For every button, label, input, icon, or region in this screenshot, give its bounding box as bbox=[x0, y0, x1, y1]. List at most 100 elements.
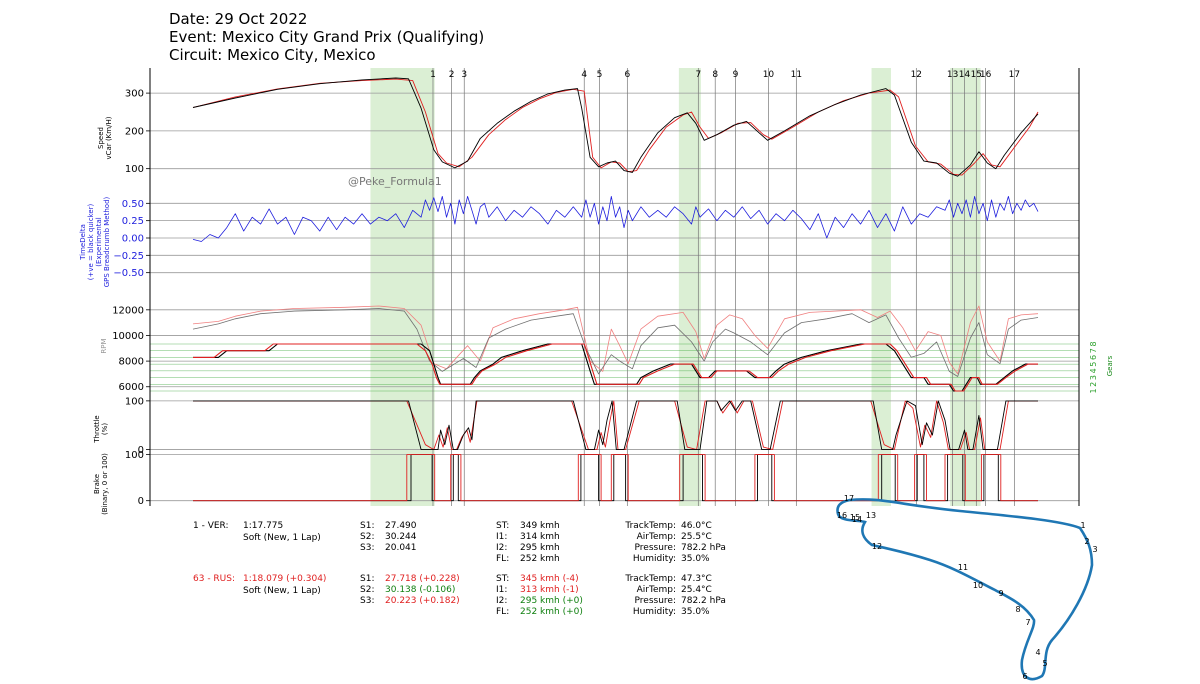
series-lines bbox=[192, 77, 1039, 502]
driver1-tracktemp-value: 46.0°C bbox=[681, 521, 712, 531]
grid-lines bbox=[150, 92, 1079, 502]
driver2-s2-value: 30.138 (-0.106) bbox=[385, 585, 456, 595]
driver1-st-value: 349 kmh bbox=[520, 521, 560, 531]
rpm-tick-label-3: 12000 bbox=[112, 305, 144, 316]
corner-label-17: 17 bbox=[1009, 70, 1020, 80]
driver1-humidity-label: Humidity: bbox=[632, 554, 676, 564]
brake-line-driver2 bbox=[193, 454, 1038, 502]
driver2-pressure-label: Pressure: bbox=[634, 596, 676, 606]
driver2-fl-value: 252 kmh (+0) bbox=[520, 607, 583, 617]
gear-tick-label-6: 6 bbox=[1089, 355, 1098, 360]
delta-axis-label-line2: (+ve = black quicker) bbox=[87, 203, 95, 281]
driver2-humidity-label: Humidity: bbox=[632, 607, 676, 617]
delta-tick-label-2: 0.00 bbox=[122, 233, 144, 244]
braking-zone-2 bbox=[678, 68, 701, 506]
corner-label-2: 2 bbox=[449, 70, 455, 80]
track-corner-3: 3 bbox=[1092, 545, 1097, 554]
delta-axis-label: TimeDelta (+ve = black quicker) (Experim… bbox=[79, 187, 111, 297]
gear-line-driver2 bbox=[193, 343, 1038, 392]
gear-tick-label-2: 2 bbox=[1089, 382, 1098, 387]
rpm-tick-label-2: 10000 bbox=[112, 331, 144, 342]
track-corner-8: 8 bbox=[1015, 605, 1020, 614]
watermark: @Peke_Formula1 bbox=[348, 175, 442, 188]
corner-label-1: 1 bbox=[430, 70, 436, 80]
driver2-tyre: Soft (New, 1 Lap) bbox=[243, 586, 321, 596]
gears-axis-label: Gears bbox=[1106, 355, 1114, 377]
brake-tick-label-1: 100 bbox=[125, 450, 144, 461]
driver1-humidity-value: 35.0% bbox=[681, 554, 710, 564]
track-corner-5: 5 bbox=[1042, 659, 1047, 668]
driver2-laptime: 1:18.079 (+0.304) bbox=[243, 574, 327, 584]
corner-lines bbox=[432, 68, 1015, 506]
driver1-fl-value: 252 kmh bbox=[520, 554, 560, 564]
driver1-tracktemp-label: TrackTemp: bbox=[625, 521, 676, 531]
corner-label-8: 8 bbox=[712, 70, 718, 80]
rpm-line-driver2 bbox=[192, 305, 1039, 375]
throttle-tick-label-1: 100 bbox=[125, 396, 144, 407]
track-corner-15: 15 bbox=[850, 513, 860, 522]
brake-axis-label-line2: (Binary, 0 or 100) bbox=[101, 453, 109, 515]
track-corner-1: 1 bbox=[1080, 521, 1085, 530]
driver1-i2-value: 295 kmh bbox=[520, 543, 560, 553]
corner-label-9: 9 bbox=[733, 70, 739, 80]
driver2-tracktemp-label: TrackTemp: bbox=[625, 574, 676, 584]
corner-label-7: 7 bbox=[695, 70, 701, 80]
driver2-s2-label: S2: bbox=[360, 585, 375, 595]
gear-tick-label-7: 7 bbox=[1089, 348, 1098, 353]
driver1-laptime: 1:17.775 bbox=[243, 521, 284, 531]
header-date: Date: 29 Oct 2022 bbox=[169, 10, 308, 28]
corner-label-15: 15 bbox=[971, 70, 982, 80]
driver2-s1-label: S1: bbox=[360, 574, 375, 584]
driver2-airtemp-label: AirTemp: bbox=[636, 585, 676, 595]
speed-tick-label-0: 100 bbox=[125, 164, 144, 175]
track-corner-6: 6 bbox=[1022, 672, 1027, 681]
gear-tick-label-5: 5 bbox=[1089, 362, 1098, 367]
driver2-fl-label: FL: bbox=[496, 607, 510, 617]
driver1-fl-label: FL: bbox=[496, 554, 510, 564]
driver2-i1-label: I1: bbox=[496, 585, 508, 595]
speed-axis-label: Speed vCar (Km/H) bbox=[97, 103, 113, 173]
driver1-pressure-value: 782.2 hPa bbox=[681, 543, 726, 553]
track-corner-12: 12 bbox=[872, 542, 882, 551]
header-circuit: Circuit: Mexico City, Mexico bbox=[169, 46, 376, 64]
track-outline bbox=[836, 498, 1094, 681]
driver1-s3-value: 20.041 bbox=[385, 543, 417, 553]
header-event: Event: Mexico City Grand Prix (Qualifyin… bbox=[169, 28, 485, 46]
track-corner-17: 17 bbox=[844, 494, 854, 503]
driver1-pressure-label: Pressure: bbox=[634, 543, 676, 553]
driver1-s2-value: 30.244 bbox=[385, 532, 417, 542]
driver2-tracktemp-value: 47.3°C bbox=[681, 574, 712, 584]
driver2-st-value: 345 kmh (-4) bbox=[520, 574, 579, 584]
speed-tick-label-1: 200 bbox=[125, 126, 144, 137]
driver1-tyre: Soft (New, 1 Lap) bbox=[243, 533, 321, 543]
corner-label-13: 13 bbox=[947, 70, 958, 80]
braking-zones bbox=[370, 68, 981, 506]
tick-labels: 1002003000.500.250.00−0.25−0.50600080001… bbox=[112, 89, 1098, 508]
driver2-i2-value: 295 kmh (+0) bbox=[520, 596, 583, 606]
driver1-s1-value: 27.490 bbox=[385, 521, 417, 531]
track-corner-14: 14 bbox=[852, 515, 862, 524]
driver2-i2-label: I2: bbox=[496, 596, 508, 606]
speed-tick-label-2: 300 bbox=[125, 89, 144, 100]
corner-label-16: 16 bbox=[980, 70, 992, 80]
brake-axis-label: Brake (Binary, 0 or 100) bbox=[93, 439, 109, 529]
delta-axis-label-line4: GPS Breadcrumb Method) bbox=[103, 196, 111, 288]
corner-label-5: 5 bbox=[597, 70, 603, 80]
delta-axis-label-line1: TimeDelta bbox=[79, 224, 87, 260]
rpm-axis-label: RPM bbox=[100, 338, 108, 354]
delta-tick-label-1: 0.25 bbox=[122, 216, 144, 227]
speed-line-driver1 bbox=[192, 77, 1039, 177]
driver2-s1-value: 27.718 (+0.228) bbox=[385, 574, 460, 584]
track-corner-11: 11 bbox=[958, 563, 968, 572]
driver1-st-label: ST: bbox=[496, 521, 510, 531]
brake-axis-label-line1: Brake bbox=[93, 473, 101, 495]
driver2-st-label: ST: bbox=[496, 574, 510, 584]
gear-tick-label-1: 1 bbox=[1089, 388, 1098, 393]
corner-label-11: 11 bbox=[791, 70, 802, 80]
corner-label-6: 6 bbox=[624, 70, 630, 80]
track-corner-16: 16 bbox=[837, 511, 847, 520]
track-corner-4: 4 bbox=[1035, 648, 1040, 657]
